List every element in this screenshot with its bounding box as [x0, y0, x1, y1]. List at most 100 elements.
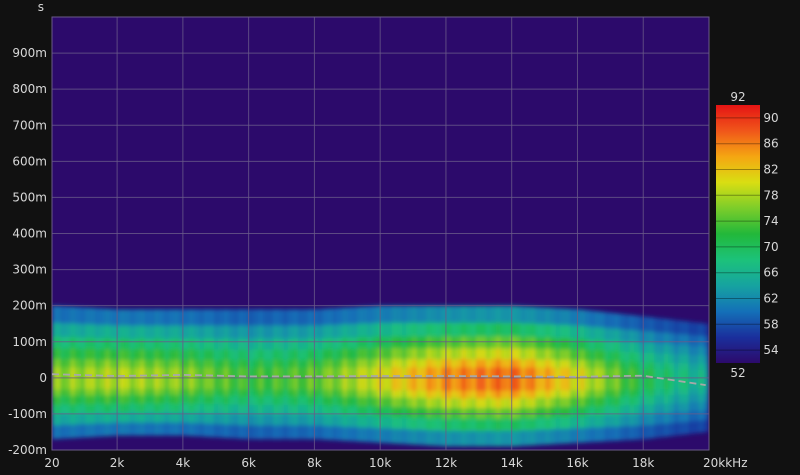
heat-cell [598, 368, 601, 390]
heat-cell [350, 367, 353, 390]
heat-cell [610, 368, 613, 390]
heat-cell [242, 367, 245, 390]
colorbar: 92 52 90 86 82 78 74 70 66 62 58 54 [716, 90, 779, 380]
heat-cell [604, 368, 607, 390]
plot-grid [51, 16, 710, 451]
heat-cell [336, 367, 339, 390]
heat-cell [698, 369, 701, 389]
heat-cell [76, 367, 79, 390]
heat-cell [416, 367, 419, 391]
heat-cell [74, 367, 77, 390]
heat-cell [246, 367, 249, 390]
y-tick-label: 700m [12, 118, 47, 132]
heat-cell [70, 367, 73, 390]
heat-cell [270, 367, 273, 390]
heat-cell [84, 367, 87, 390]
heat-cell [530, 367, 533, 391]
heat-cell [696, 369, 699, 389]
heat-cell [294, 367, 297, 390]
x-tick-label: 10k [369, 456, 391, 470]
y-tick-label: -200m [8, 443, 47, 457]
heat-cell [454, 367, 457, 391]
heat-cell [486, 367, 489, 391]
heat-cell [168, 367, 171, 389]
heat-cell [138, 367, 141, 389]
heat-cell [120, 367, 123, 389]
heat-cell [534, 367, 537, 391]
colorbar-tick-label: 78 [763, 188, 778, 202]
y-axis-ticks: -200m -100m 0 100m 200m 300m 400m 500m 600m 700m 8… [8, 46, 47, 457]
heat-cell [202, 367, 205, 390]
heat-cell [218, 367, 221, 390]
colorbar-tick-label: 74 [763, 214, 778, 228]
y-tick-label: -100m [8, 407, 47, 421]
colorbar-ticks: 90 86 82 78 74 70 66 62 58 54 [716, 111, 779, 357]
x-tick-label: 16k [566, 456, 588, 470]
heat-cell [340, 367, 343, 390]
y-tick-label: 800m [12, 82, 47, 96]
heat-cell [230, 367, 233, 390]
heat-cell [274, 367, 277, 390]
heat-cell [272, 367, 275, 390]
heat-cell [692, 369, 695, 389]
heat-cell [184, 367, 187, 389]
heat-cell [366, 367, 369, 391]
colorbar-tick-label: 90 [763, 111, 778, 125]
heat-cell [402, 367, 405, 391]
heat-cell [614, 368, 617, 390]
heat-cell [466, 367, 469, 391]
heat-cell [674, 369, 677, 389]
heat-cell [648, 369, 651, 390]
heat-cell [462, 367, 465, 391]
heat-cell [540, 367, 543, 391]
heat-cell [222, 367, 225, 390]
heat-cell [700, 369, 703, 389]
heat-cell [458, 367, 461, 391]
heat-cell [548, 367, 551, 391]
heat-cell [334, 367, 337, 390]
heat-cell [198, 367, 201, 389]
y-tick-label: 400m [12, 227, 47, 241]
heat-cell [438, 367, 441, 391]
heat-cell [532, 367, 535, 391]
colorbar-max-label: 92 [730, 90, 745, 104]
heat-cell [326, 367, 329, 390]
heat-cell [558, 367, 561, 391]
heat-cell [332, 367, 335, 390]
heat-cell [586, 368, 589, 391]
heat-cell [382, 367, 385, 391]
heat-cell [282, 367, 285, 390]
heat-cell [510, 367, 513, 391]
colorbar-tick-label: 62 [763, 292, 778, 306]
heat-cell [316, 367, 319, 390]
heat-cell [380, 367, 383, 391]
heat-cell [106, 367, 109, 389]
heat-cell [544, 367, 547, 391]
y-tick-label: 0 [39, 371, 47, 385]
heat-cell [514, 367, 517, 391]
heat-cell [616, 368, 619, 390]
heat-cell [408, 367, 411, 391]
heat-cell [664, 369, 667, 390]
heat-cell [204, 367, 207, 390]
heat-cell [552, 367, 555, 391]
x-tick-label: 6k [241, 456, 256, 470]
heat-cell [348, 367, 351, 390]
heat-cell [504, 367, 507, 391]
heat-cell [570, 367, 573, 391]
y-tick-label: 600m [12, 154, 47, 168]
heat-cell [546, 367, 549, 391]
heat-cell [104, 367, 107, 389]
heat-cell [622, 368, 625, 390]
heat-cell [286, 367, 289, 390]
heat-cell [156, 367, 159, 389]
heat-cell [406, 367, 409, 391]
heat-cell [578, 367, 581, 391]
heat-cell [136, 367, 139, 389]
heat-cell [300, 367, 303, 390]
heat-cell [392, 367, 395, 391]
heat-cell [278, 367, 281, 390]
heat-cell [220, 367, 223, 390]
heat-cell [158, 367, 161, 389]
heat-cell [502, 367, 505, 391]
